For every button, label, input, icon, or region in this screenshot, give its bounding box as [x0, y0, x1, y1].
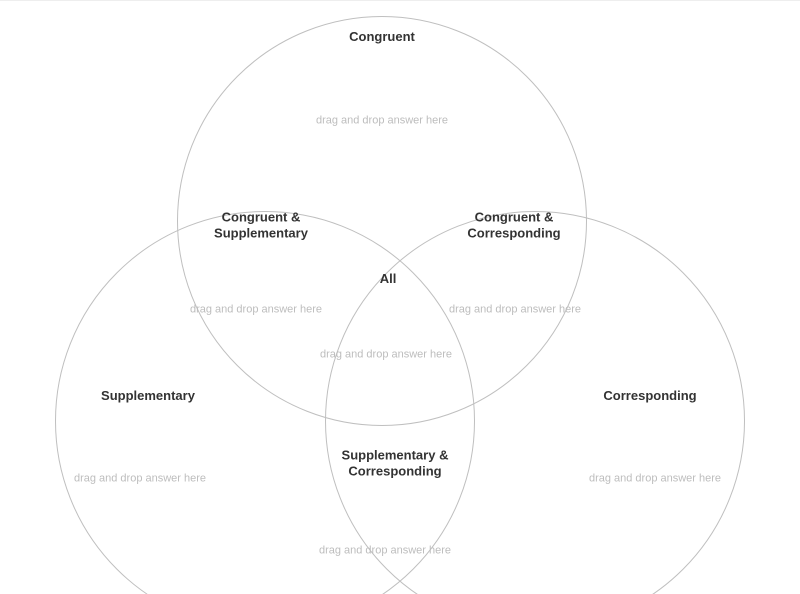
dropzone-congruent-corresponding[interactable]: drag and drop answer here [449, 303, 581, 316]
venn-diagram: Congruent Supplementary Corresponding Co… [0, 0, 800, 594]
region-label-congruent-corresponding: Congruent & Corresponding [467, 209, 560, 240]
region-label-corresponding: Corresponding [603, 388, 696, 404]
region-label-congruent: Congruent [349, 29, 415, 45]
region-label-congruent-supplementary: Congruent & Supplementary [214, 209, 308, 240]
region-label-supplementary-corresponding: Supplementary & Corresponding [342, 447, 449, 478]
dropzone-congruent-supplementary[interactable]: drag and drop answer here [190, 303, 322, 316]
dropzone-supplementary[interactable]: drag and drop answer here [74, 472, 206, 485]
dropzone-supplementary-corresponding[interactable]: drag and drop answer here [319, 544, 451, 557]
region-label-all: All [380, 271, 397, 287]
region-label-supplementary: Supplementary [101, 388, 195, 404]
dropzone-congruent[interactable]: drag and drop answer here [316, 114, 448, 127]
dropzone-corresponding[interactable]: drag and drop answer here [589, 472, 721, 485]
dropzone-all[interactable]: drag and drop answer here [320, 348, 452, 361]
